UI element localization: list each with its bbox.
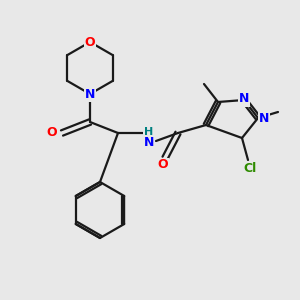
Text: N: N	[144, 136, 154, 148]
Text: N: N	[259, 112, 269, 124]
Text: N: N	[239, 92, 249, 106]
Text: O: O	[46, 127, 57, 140]
Text: O: O	[85, 35, 95, 49]
Text: O: O	[158, 158, 168, 172]
Text: N: N	[85, 88, 95, 100]
Text: H: H	[144, 127, 154, 137]
Text: Cl: Cl	[243, 161, 256, 175]
